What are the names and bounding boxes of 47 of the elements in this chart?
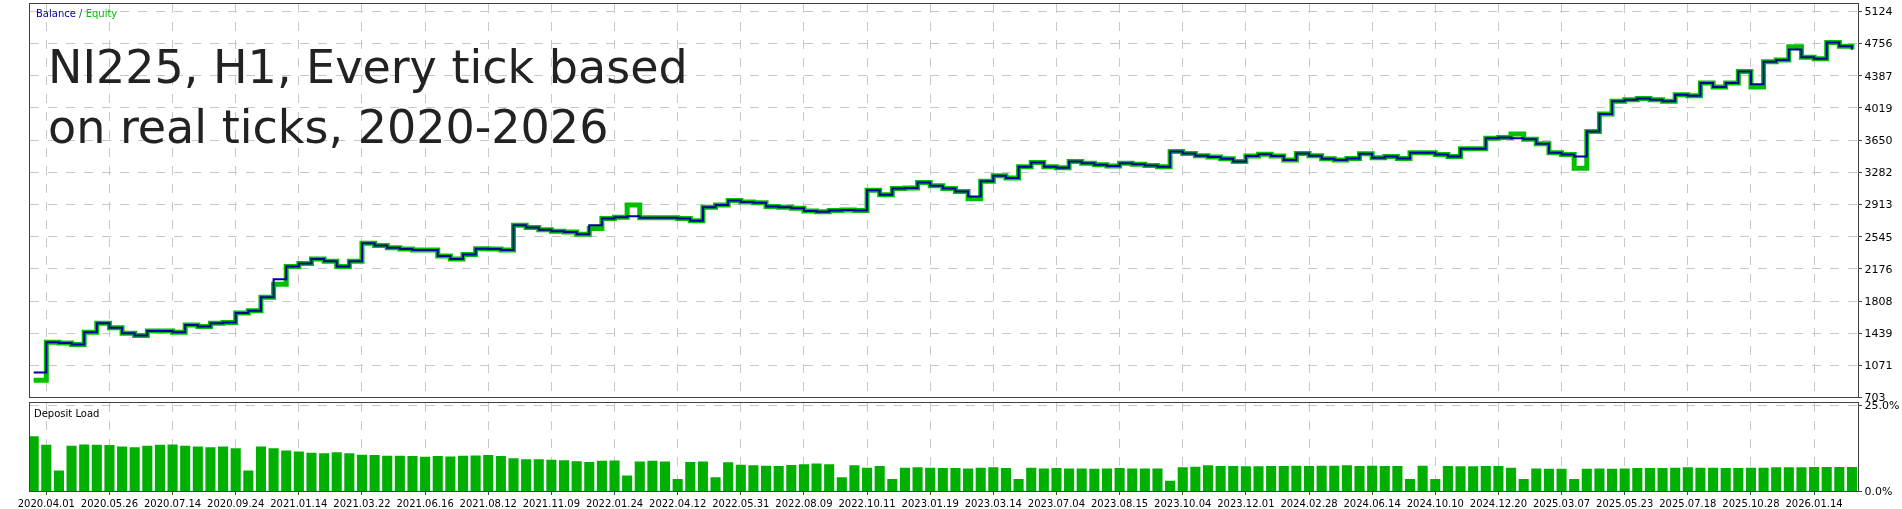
y-tick-label: 3282 — [1864, 166, 1893, 180]
y-tick-label: 3650 — [1864, 134, 1893, 148]
x-tick-label: 2022.08.09 — [775, 498, 833, 509]
x-tick-label: 2024.12.20 — [1469, 498, 1528, 509]
x-tick-label: 2022.10.11 — [838, 498, 896, 509]
x-tick-label: 2024.06.14 — [1343, 498, 1401, 509]
x-tick-label: 2022.01.24 — [585, 498, 644, 509]
y-tick-label: 0.0% — [1864, 484, 1893, 498]
x-tick-label: 2020.07.14 — [143, 498, 202, 509]
x-tick-label: 2020.05.26 — [80, 498, 139, 509]
x-tick-label: 2023.12.01 — [1217, 498, 1275, 509]
x-tick-label: 2020.09.24 — [207, 498, 265, 509]
x-tick-label: 2020.04.01 — [17, 498, 75, 509]
x-tick-label: 2026.01.14 — [1785, 498, 1843, 509]
x-tick-label: 2023.07.04 — [1027, 498, 1086, 509]
y-tick-label: 4019 — [1864, 101, 1893, 115]
x-tick-label: 2022.04.12 — [649, 498, 707, 509]
x-tick-label: 2023.03.14 — [964, 498, 1022, 509]
x-tick-label: 2024.10.10 — [1406, 498, 1464, 509]
x-tick-label: 2021.08.12 — [459, 498, 517, 509]
text: Equity — [85, 8, 118, 19]
y-tick-label: 4387 — [1864, 69, 1893, 83]
y-tick-label: 5124 — [1864, 5, 1893, 19]
y-tick-label: 1808 — [1864, 294, 1893, 308]
y-tick-label: 1439 — [1864, 327, 1893, 341]
y-tick-label: 2545 — [1864, 230, 1893, 244]
x-tick-label: 2025.03.07 — [1532, 498, 1591, 509]
y-tick-label: 4756 — [1864, 37, 1893, 51]
x-tick-label: 2023.10.04 — [1154, 498, 1212, 509]
x-tick-label: 2021.03.22 — [333, 498, 391, 509]
text: NI225, H1, Every tick based on real ticks, 2020-2026 — [48, 40, 688, 154]
annotation: / — [79, 8, 83, 19]
y-tick-label: 1071 — [1864, 359, 1893, 373]
x-tick-label: 2022.05.31 — [712, 498, 770, 509]
text: Deposit Load — [34, 408, 100, 419]
x-tick-label: 2021.06.16 — [396, 498, 454, 509]
x-tick-label: 2023.01.19 — [901, 498, 959, 509]
y-tick-label: 2176 — [1864, 262, 1893, 276]
x-tick-label: 2025.07.18 — [1659, 498, 1717, 509]
x-tick-label: 2023.08.15 — [1090, 498, 1149, 509]
x-tick-label: 2025.10.28 — [1722, 498, 1780, 509]
text: Balance — [36, 8, 76, 19]
y-tick-label: 2913 — [1864, 198, 1893, 212]
x-tick-label: 2021.11.09 — [522, 498, 581, 509]
x-tick-label: 2025.05.23 — [1596, 498, 1654, 509]
x-tick-label: 2021.01.14 — [270, 498, 328, 509]
x-tick-label: 2024.02.28 — [1280, 498, 1338, 509]
